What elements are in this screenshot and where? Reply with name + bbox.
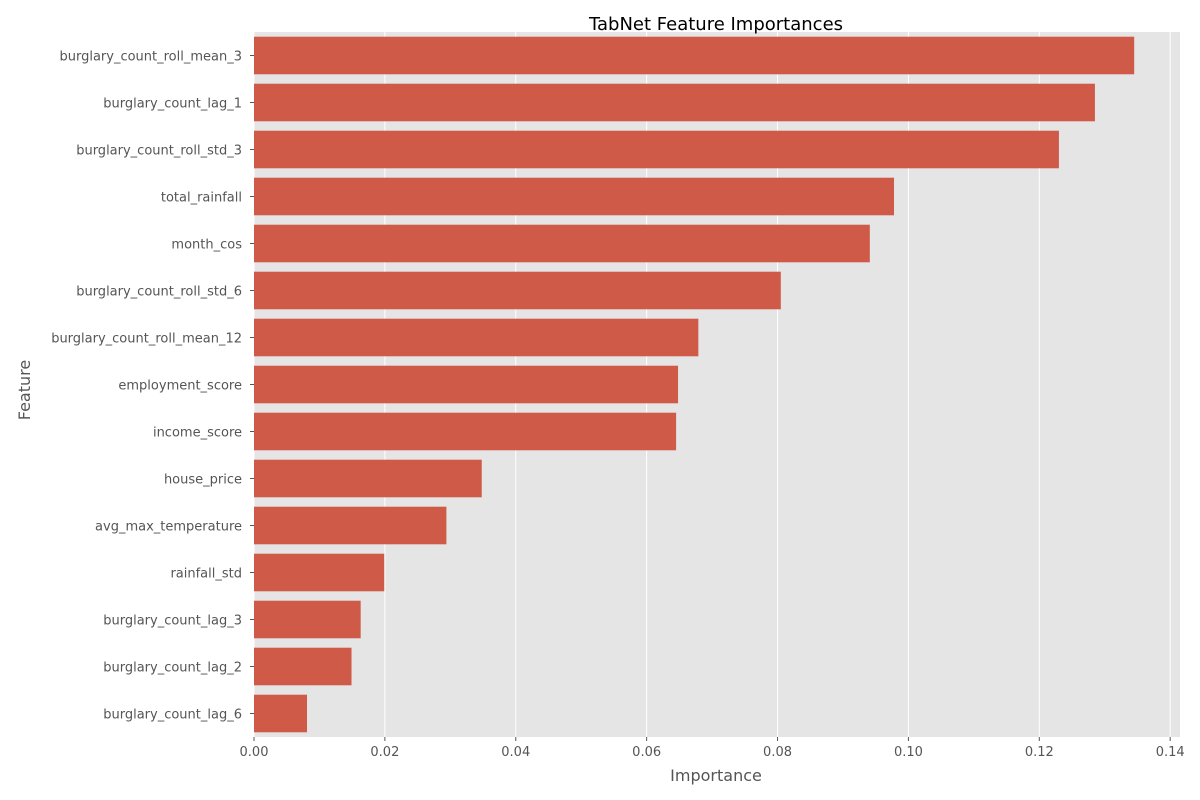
x-tick-label: 0.00 [240, 745, 269, 760]
bars [254, 36, 1135, 733]
y-tick-label: month_cos [171, 238, 242, 253]
bar [254, 365, 679, 404]
x-axis-label: Importance [670, 766, 762, 785]
y-tick-label: burglary_count_lag_6 [103, 708, 242, 723]
bar [254, 36, 1135, 75]
x-tick-label: 0.14 [1156, 745, 1185, 760]
y-tick-label: income_score [153, 426, 242, 441]
y-tick-label: burglary_count_roll_mean_3 [59, 50, 242, 65]
x-tick-label: 0.02 [370, 745, 399, 760]
y-tick-label: burglary_count_lag_1 [103, 97, 242, 112]
bar [254, 647, 352, 686]
bar [254, 177, 895, 216]
bar [254, 412, 677, 451]
y-tick-label: burglary_count_roll_std_6 [76, 285, 242, 300]
y-tick-label: burglary_count_roll_std_3 [76, 144, 242, 159]
y-tick-label: burglary_count_lag_3 [103, 614, 242, 629]
x-tick-labels: 0.00 0.02 0.04 0.06 0.08 0.10 0.12 0.14 [240, 737, 1185, 760]
x-tick-label: 0.12 [1025, 745, 1054, 760]
y-tick-label: house_price [164, 473, 242, 488]
y-tick-label: burglary_count_roll_mean_12 [51, 332, 242, 347]
y-tick-label: avg_max_temperature [95, 520, 242, 535]
y-tick-label: rainfall_std [170, 567, 242, 582]
bar [254, 553, 385, 592]
bar [254, 506, 447, 545]
chart-title: TabNet Feature Importances [588, 14, 843, 35]
bar [254, 459, 482, 498]
bar [254, 224, 870, 263]
y-tick-label: total_rainfall [161, 191, 242, 206]
bar [254, 318, 699, 357]
bar [254, 600, 361, 639]
y-tick-labels: burglary_count_roll_mean_3 burglary_count… [51, 50, 254, 723]
x-tick-label: 0.04 [501, 745, 530, 760]
x-tick-label: 0.08 [763, 745, 792, 760]
bar [254, 694, 308, 733]
bar [254, 271, 781, 310]
y-tick-label: burglary_count_lag_2 [103, 661, 242, 676]
y-tick-label: employment_score [118, 379, 242, 394]
x-tick-label: 0.10 [894, 745, 923, 760]
x-tick-label: 0.06 [632, 745, 661, 760]
bar [254, 83, 1095, 122]
bar [254, 130, 1059, 169]
y-axis-label: Feature [15, 360, 34, 420]
